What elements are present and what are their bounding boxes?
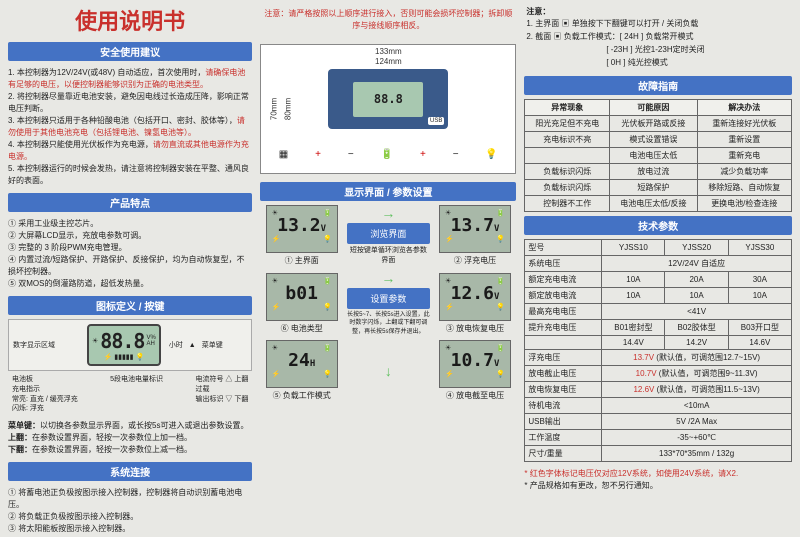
conn-list: ① 将蓄电池正负极按图示接入控制器，控制器将自动识别蓄电池电压。② 将负载正负极… [8,485,252,537]
lcd-sublabels: 电池板 充电指示 常亮: 直充 / 缓亮浮充 闪烁: 浮充 5段电池电量标识 电… [8,375,252,414]
controller-body: 88.8 USB [328,69,448,129]
display-header: 显示界面 / 参数设置 [260,182,516,201]
column-1: 使用说明书 安全使用建议 1. 本控制器为12V/24V(或48V) 自动适应，… [4,4,256,533]
device-diagram: 133mm 124mm 70mm 80mm 88.8 USB ▦ +− 🔋 +−… [260,44,516,174]
top-notes: 注意：1. 主界面 ▣ 单独按下下翻键可以打开 / 关闭负载2. 截面 ▣ 负载… [524,4,792,72]
spec-table: 型号YJSS10YJSS20YJSS30系统电压12V/24V 自适应额定充电电… [524,239,792,462]
features-list: ① 采用工业级主控芯片。② 大屏幕LCD显示，充放电参数可调。③ 完整的 3 阶… [8,216,252,292]
connection-icons: ▦ +− 🔋 +− 💡 [265,149,511,160]
column-3: 注意：1. 主界面 ▣ 单独按下下翻键可以打开 / 关闭负载2. 截面 ▣ 负载… [520,4,796,533]
fault-table: 异常现象可能原因解决办法阳光充足但不充电光伏板开路或反接重新连接好光伏板充电标识… [524,99,792,212]
conn-header: 系统连接 [8,462,252,481]
features-header: 产品特点 [8,193,252,212]
solar-icon: ▦ [279,149,288,160]
lcd-diagram: 数字显示区域 ☀ 88.8 V%AH ⚡ ▮▮▮▮▮ 💡 小时▲菜单键 [8,319,252,371]
bulb-icon: 💡 [485,149,497,160]
battery-icon: 🔋 [381,149,393,160]
manual-title: 使用说明书 [8,4,252,36]
controller-screen: 88.8 [353,82,423,117]
footer-notes: * 红色字体标记电压仅对应12V系统，如使用24V系统，请X2. * 产品规格如… [524,466,792,494]
fault-header: 故障指南 [524,76,792,95]
keys-header: 图标定义 / 按键 [8,296,252,315]
spec-header: 技术参数 [524,216,792,235]
lcd-panel: ☀ 88.8 V%AH ⚡ ▮▮▮▮▮ 💡 [87,324,161,366]
warning-text: 注意：请严格按照以上顺序进行接入，否则可能会损坏控制器；拆卸顺序与接线顺序相反。 [260,4,516,36]
lcd-screens-grid: ☀🔋13.2V⚡💡① 主界面→浏览界面短按键单循环浏览各参数界面☀🔋13.7V⚡… [260,205,516,401]
safety-header: 安全使用建议 [8,42,252,61]
key-desc: 菜单键：以切换各参数显示界面，或长按5s可进入或退出参数设置。上翻：在参数设置界… [8,418,252,458]
safety-list: 1. 本控制器为12V/24V(或48V) 自动适应，首次使用时，请确保电池有足… [8,65,252,189]
column-2: 注意：请严格按照以上顺序进行接入，否则可能会损坏控制器；拆卸顺序与接线顺序相反。… [256,4,520,533]
